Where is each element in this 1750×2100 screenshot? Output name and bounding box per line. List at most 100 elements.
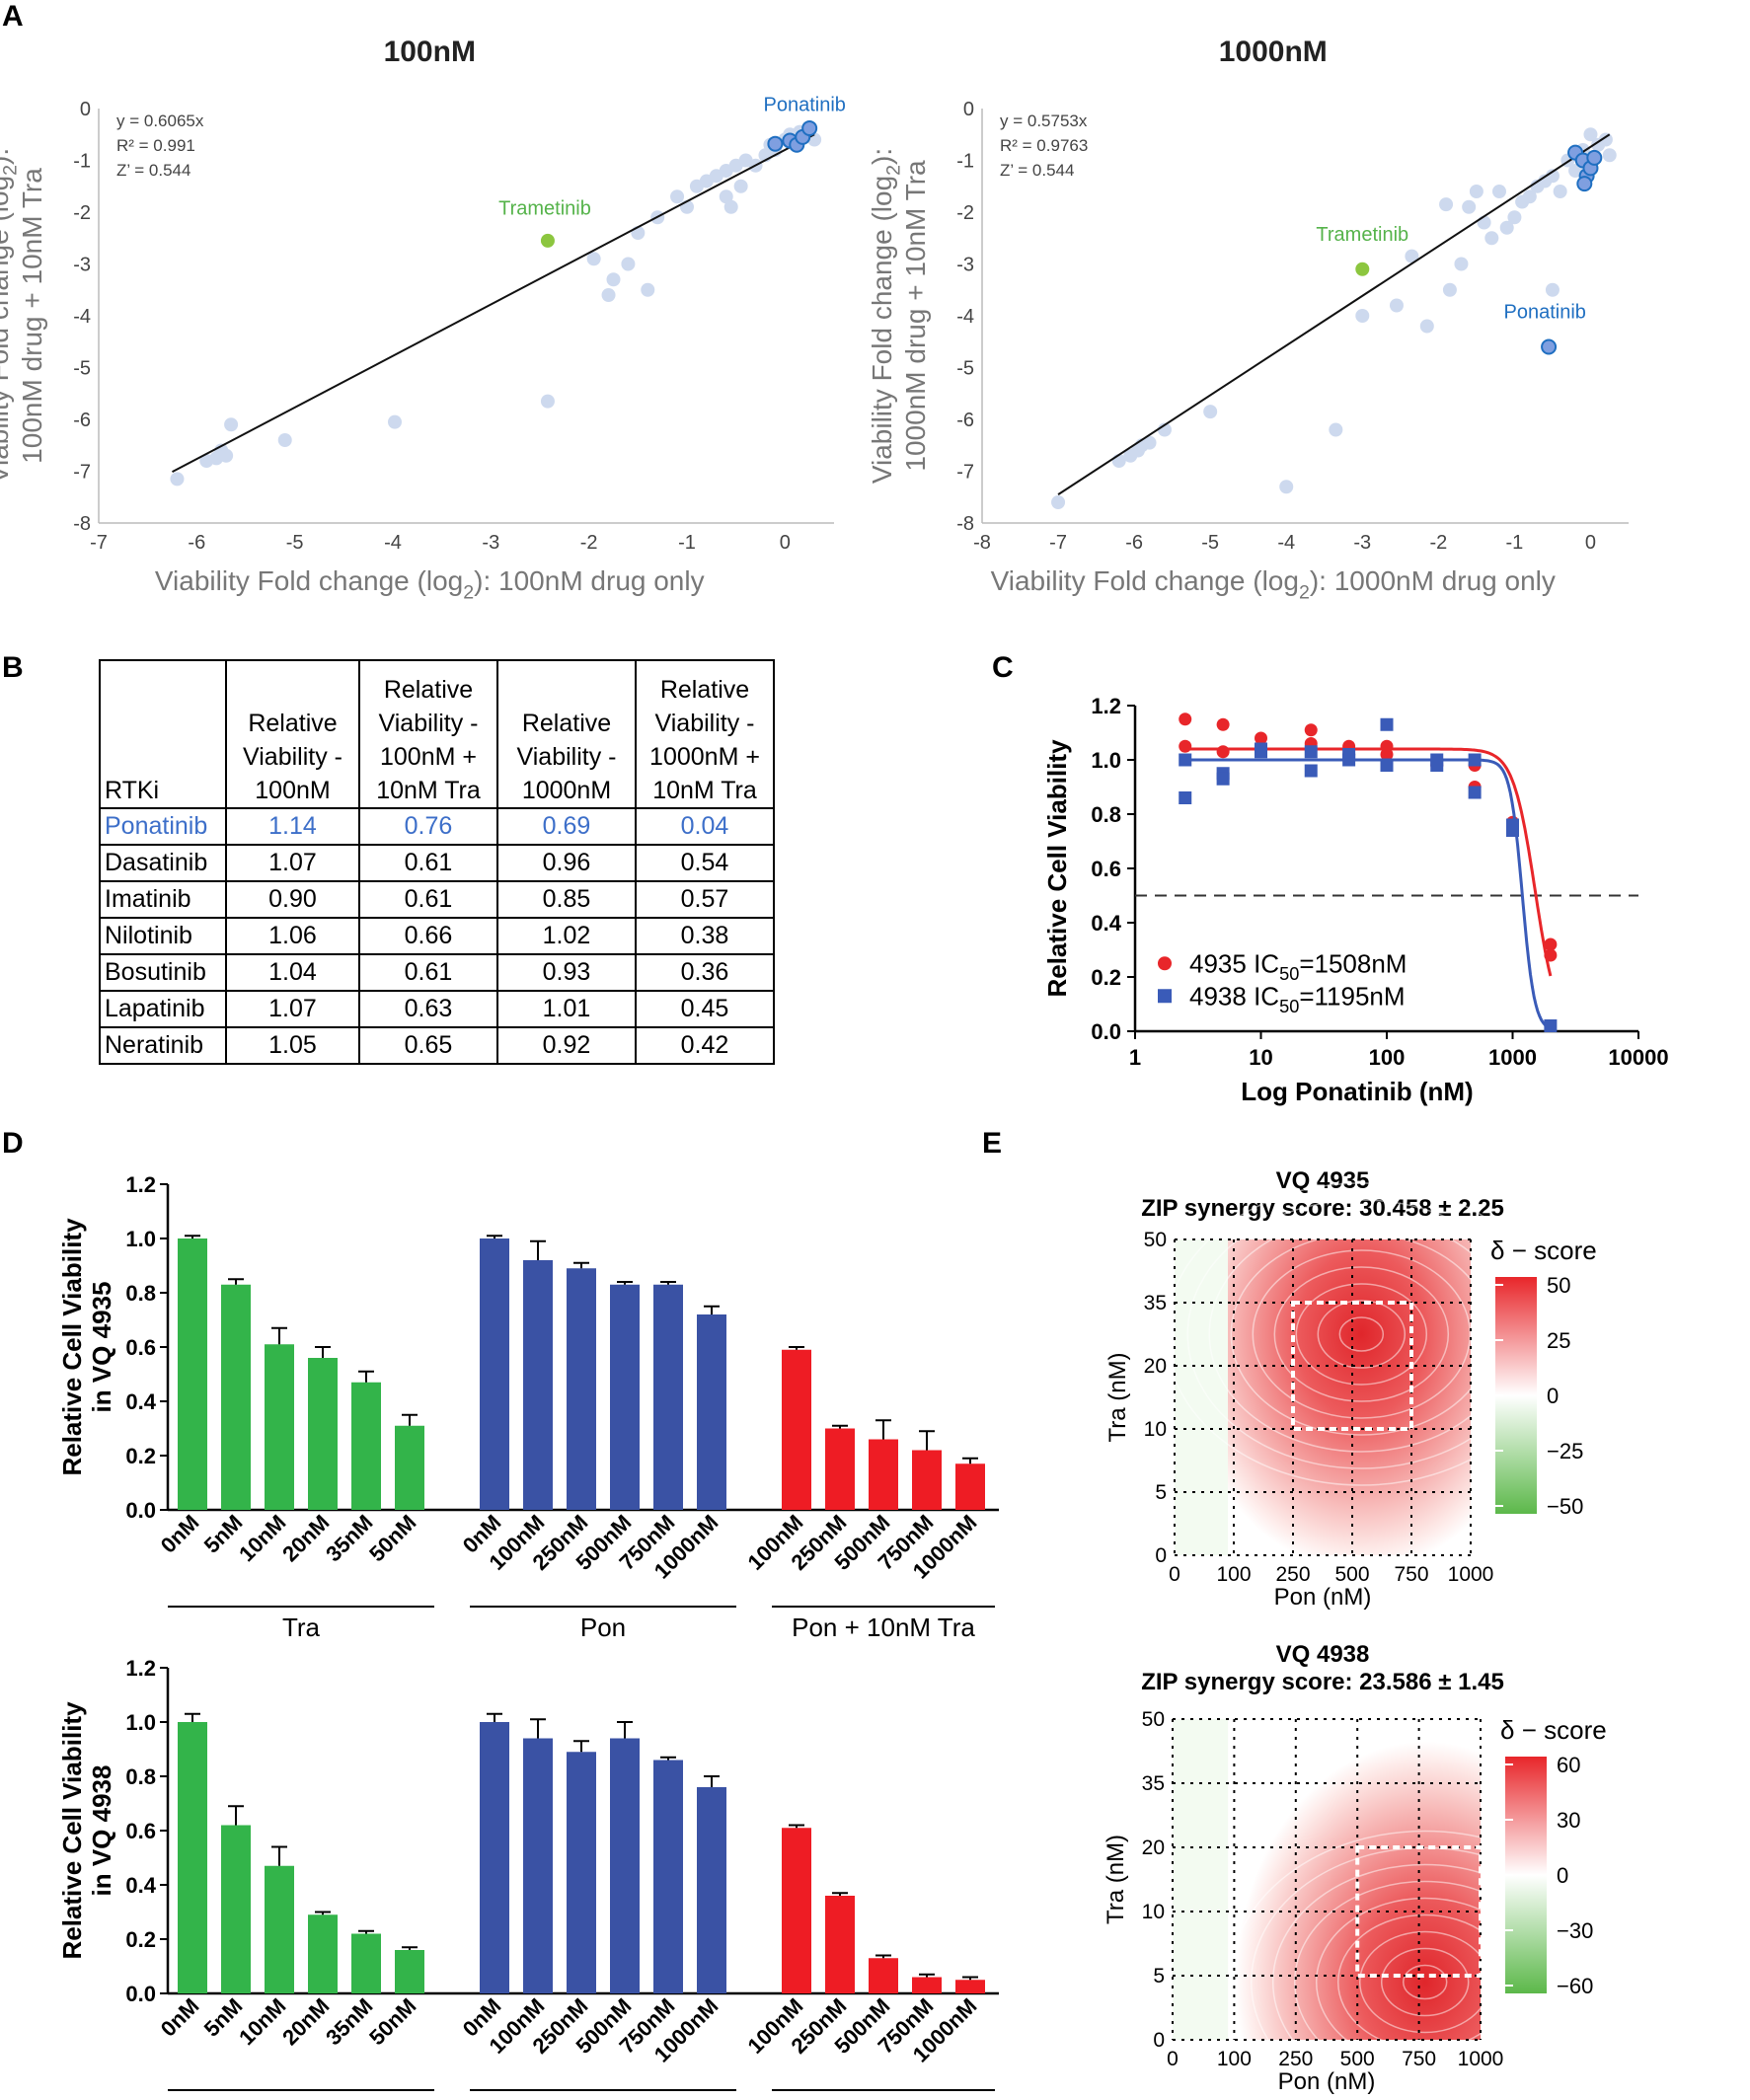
scatter-plot-1000nm: 1000nM y = 0.5753x R² = 0.9763 Z’ = 0.544 Po… <box>867 36 1629 603</box>
bar <box>782 1349 811 1510</box>
data-point-4938 <box>1380 759 1394 772</box>
legend-tick-label: −30 <box>1557 1918 1593 1943</box>
group-label: Tra <box>282 2096 321 2100</box>
ponatinib-point <box>801 119 818 136</box>
heat-surface <box>1228 1239 1471 1555</box>
table-cell: 0.61 <box>358 880 498 919</box>
contour-line <box>1273 1266 1450 1402</box>
x-tick-label: 750 <box>1394 1563 1428 1586</box>
data-point-4938 <box>1304 745 1318 759</box>
table-row: Ponatinib 1.14 0.76 0.69 0.04 <box>99 807 775 846</box>
x-tick-label: 100 <box>1216 1563 1251 1586</box>
table-cell: Imatinib <box>99 880 227 919</box>
table-cell: Neratinib <box>99 1026 227 1065</box>
data-point-4938 <box>1179 791 1192 804</box>
data-point-4938 <box>1304 764 1318 778</box>
x-tick-label: -2 <box>1429 532 1447 554</box>
group-label: Pon + 10nM Tra <box>792 2096 975 2100</box>
table-cell: 0.42 <box>635 1026 775 1065</box>
x-tick-label: -5 <box>286 532 304 554</box>
x-tick-label: 10000 <box>1608 1045 1668 1070</box>
data-point <box>723 199 738 214</box>
data-point <box>219 448 234 463</box>
x-tick-label: -6 <box>1125 532 1143 554</box>
x-tick-label: 10nM <box>234 1510 290 1566</box>
data-point <box>1545 169 1560 184</box>
data-point <box>1389 298 1404 313</box>
data-point <box>719 189 733 204</box>
y-tick-label: -2 <box>956 202 974 224</box>
x-tick-label: -2 <box>580 532 598 554</box>
data-point <box>1469 185 1484 198</box>
bar <box>308 1914 338 1993</box>
header-1000nm-tra: Relative Viability -1000nM +10nM Tra <box>635 659 775 809</box>
y-tick-label: -6 <box>73 410 91 431</box>
y-tick-label: -4 <box>73 306 91 328</box>
data-point <box>170 472 185 487</box>
x-tick-label: -8 <box>973 532 991 554</box>
bar <box>395 1950 424 1993</box>
x-tick-label: 20nM <box>277 1993 334 2050</box>
x-tick-label: 750 <box>1402 2048 1436 2070</box>
header-100nm-tra: Relative Viability -100nM +10nM Tra <box>358 659 498 809</box>
x-tick-label: 0 <box>1169 1563 1180 1586</box>
y-tick-label: 1.2 <box>1091 694 1121 718</box>
panel-label-d: D <box>2 1127 24 1160</box>
legend-title: δ − score <box>1490 1236 1597 1265</box>
bar <box>610 1738 640 1993</box>
bar <box>825 1896 855 1993</box>
x-tick-label: 10 <box>1249 1045 1272 1070</box>
y-tick-label: 1.2 <box>125 1172 156 1197</box>
x-tick-label: -7 <box>90 532 108 554</box>
table-cell: 0.69 <box>496 807 637 846</box>
y-tick-label: -1 <box>73 151 91 173</box>
legend-tick-label: −60 <box>1557 1974 1593 1998</box>
bar <box>567 1752 596 1993</box>
y-tick-label: -7 <box>956 462 974 484</box>
data-point <box>1598 132 1613 147</box>
fit-curve-4935 <box>1184 747 1553 977</box>
y-axis-label-line1: Relative Cell Viability <box>57 1218 87 1476</box>
max-synergy-region <box>1355 1845 1484 1978</box>
x-axis-label: Log Ponatinib (nM) <box>1241 1077 1473 1106</box>
bar <box>480 1238 509 1510</box>
heatmap-title: VQ 4938 <box>1276 1641 1370 1668</box>
data-point <box>1545 282 1560 297</box>
ponatinib-point <box>1576 176 1593 192</box>
x-tick-label: 35nM <box>321 1993 377 2050</box>
table-cell: 0.76 <box>358 807 498 846</box>
data-point <box>1454 257 1469 271</box>
y-tick-label: -4 <box>956 306 974 328</box>
y-tick-label: 0 <box>1153 2029 1165 2052</box>
group-label: Tra <box>282 1612 321 1642</box>
data-point-4938 <box>1216 772 1230 786</box>
bar <box>395 1425 424 1510</box>
y-axis-label-line1: Relative Cell Viability <box>57 1701 87 1960</box>
ponatinib-point <box>767 135 784 152</box>
table-cell: 1.07 <box>225 990 360 1028</box>
heatmap-subtitle: ZIP synergy score: 30.458 ± 2.25 <box>1141 1195 1504 1222</box>
x-tick-label: 35nM <box>321 1510 377 1566</box>
bar <box>221 1284 251 1510</box>
table-cell: 0.54 <box>635 844 775 882</box>
x-axis-label: Pon (nM) <box>1274 1584 1372 1611</box>
y-tick-label: 0.4 <box>1091 911 1121 936</box>
data-point-4935 <box>1304 723 1318 737</box>
bar <box>178 1238 207 1510</box>
x-tick-label: 0nM <box>156 1993 204 2042</box>
x-tick-label: 20nM <box>277 1510 334 1566</box>
data-point <box>1329 422 1343 437</box>
table-cell: Bosutinib <box>99 953 227 992</box>
x-tick-label: 100 <box>1217 2048 1252 2070</box>
group-label: Pon + 10nM Tra <box>792 1612 975 1642</box>
data-point <box>601 288 616 302</box>
data-point-4935 <box>1544 938 1558 951</box>
y-tick-label: -8 <box>956 513 974 535</box>
x-axis-label: Viability Fold change (log2): 100nM drug… <box>155 565 705 603</box>
legend-tick-label: −50 <box>1547 1494 1583 1519</box>
fit-equation: y = 0.5753x <box>1000 112 1088 130</box>
ponatinib-label: Ponatinib <box>763 95 845 116</box>
data-point-4938 <box>1468 786 1482 799</box>
contour-line <box>1293 1880 1557 2084</box>
